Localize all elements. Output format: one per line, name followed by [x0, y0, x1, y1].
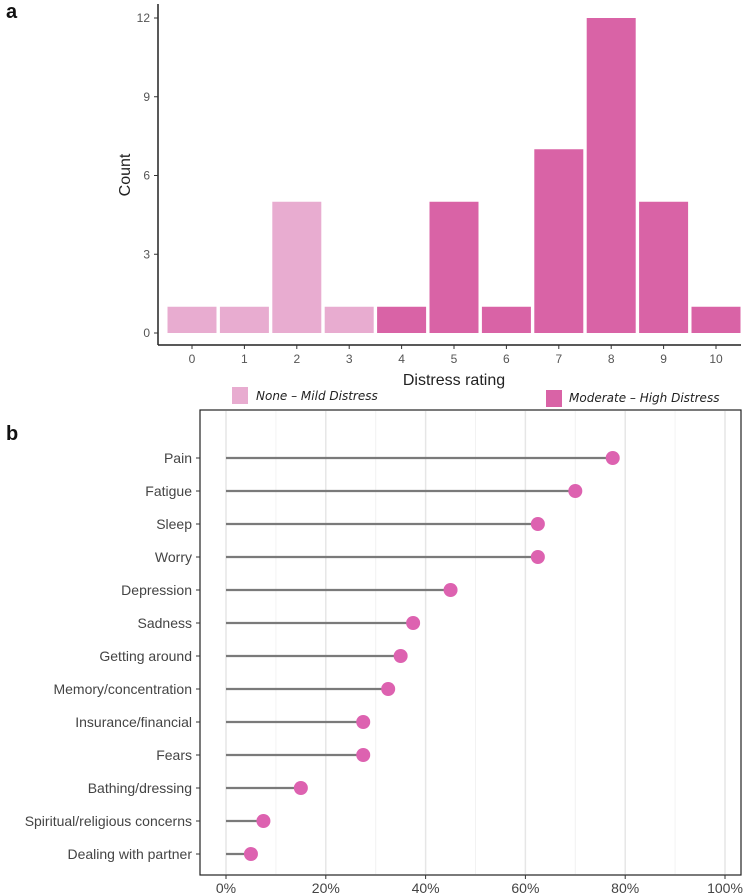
- y-tick-label: Spiritual/religious concerns: [25, 813, 192, 829]
- x-tick-label: 3: [346, 352, 353, 366]
- bar-9: [639, 201, 689, 333]
- panel-label-b: b: [6, 423, 18, 445]
- bar-1: [219, 306, 269, 333]
- x-tick-label: 80%: [611, 880, 639, 896]
- x-tick-label: 0%: [216, 880, 236, 896]
- bar-7: [534, 149, 584, 333]
- y-tick-label: Pain: [164, 450, 192, 466]
- y-tick-label: Bathing/dressing: [88, 780, 192, 796]
- x-tick-label: 1: [241, 352, 248, 366]
- bar-10: [691, 306, 741, 333]
- y-tick-label: 12: [137, 11, 151, 25]
- bar-0: [167, 306, 217, 333]
- y-tick-label: 0: [143, 326, 150, 340]
- lollipop-point: [443, 583, 458, 597]
- x-tick-label: 7: [555, 352, 562, 366]
- lollipop-point: [243, 847, 258, 861]
- legend-swatch-high: [546, 390, 562, 407]
- bar-8: [586, 18, 636, 333]
- x-tick-label: 60%: [511, 880, 539, 896]
- lollipop-point: [530, 550, 545, 564]
- x-tick-label: 0: [189, 352, 196, 366]
- lollipop-point: [356, 715, 371, 729]
- y-tick-label: 9: [143, 90, 150, 104]
- y-tick-label: Fatigue: [145, 483, 192, 499]
- legend-label-high: Moderate – High Distress: [569, 391, 719, 405]
- y-tick-label: Depression: [121, 582, 192, 598]
- plot-panel: [199, 409, 742, 876]
- concerns-lollipop: 0% 20% 40% 60% 80% 100% Pain Fatigue Sleep Worry D…: [25, 409, 743, 896]
- x-tick-label: 8: [608, 352, 615, 366]
- x-tick-label: 40%: [412, 880, 440, 896]
- legend-label-mild: None – Mild Distress: [256, 389, 378, 403]
- y-tick-label: 3: [143, 247, 150, 261]
- lollipop-point: [381, 682, 396, 696]
- x-tick-label: 9: [660, 352, 667, 366]
- lollipop-point: [293, 781, 308, 795]
- y-tick-label: Getting around: [99, 648, 192, 664]
- x-tick-label: 5: [451, 352, 458, 366]
- lollipop-point: [406, 616, 421, 630]
- bar-3: [324, 306, 374, 333]
- y-tick-label: Memory/concentration: [53, 681, 192, 697]
- lollipop-point: [356, 748, 371, 762]
- bar-5: [429, 201, 479, 333]
- y-tick-label: Sleep: [156, 516, 192, 532]
- bar-2: [272, 201, 322, 333]
- bar-4: [377, 306, 427, 333]
- x-tick-label: 4: [398, 352, 405, 366]
- x-tick-label: 10: [709, 352, 723, 366]
- y-tick-label: Fears: [156, 747, 192, 763]
- y-tick-label: Insurance/financial: [75, 714, 192, 730]
- lollipop-point: [393, 649, 408, 663]
- y-tick-label: Dealing with partner: [67, 846, 192, 862]
- x-tick-label: 20%: [312, 880, 340, 896]
- lollipop-point: [530, 517, 545, 531]
- x-tick-label: 100%: [707, 880, 743, 896]
- bar-6: [481, 306, 531, 333]
- y-axis-title-a: Count: [117, 153, 134, 196]
- lollipop-point: [605, 451, 620, 465]
- y-tick-label: Sadness: [138, 615, 192, 631]
- legend: None – Mild Distress Moderate – High Dis…: [232, 387, 719, 407]
- x-axis-title-a: Distress rating: [403, 372, 505, 389]
- legend-swatch-mild: [232, 387, 248, 404]
- lollipop-point: [568, 484, 583, 498]
- x-tick-label: 2: [293, 352, 300, 366]
- y-tick-label: Worry: [155, 549, 192, 565]
- y-tick-label: 6: [143, 169, 150, 183]
- lollipop-point: [256, 814, 271, 828]
- panel-label-a: a: [6, 1, 18, 23]
- x-tick-label: 6: [503, 352, 510, 366]
